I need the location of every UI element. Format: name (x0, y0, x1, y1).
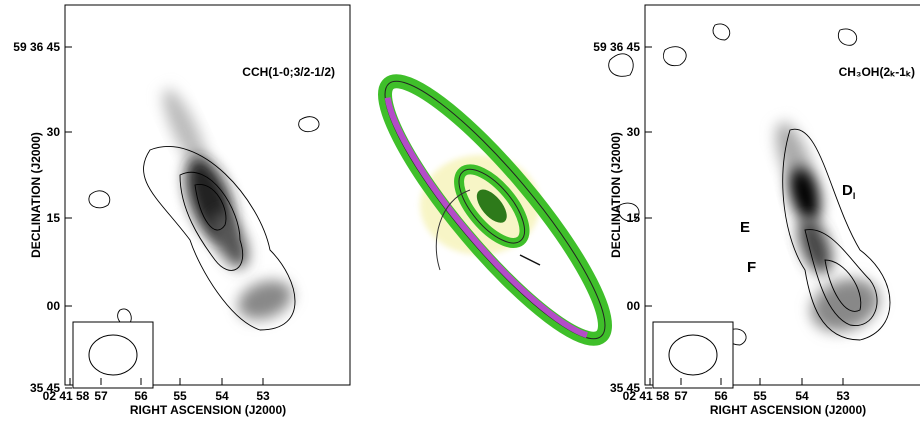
y-tick-label: 15 (627, 211, 641, 225)
y-tick-label: 00 (47, 299, 61, 313)
x-axis-label: RIGHT ASCENSION (J2000) (710, 403, 866, 417)
y-axis-label: DECLINATION (J2000) (609, 132, 623, 258)
x-tick-label: 55 (173, 389, 187, 403)
x-tick-label: 57 (94, 389, 108, 403)
region-label: E (740, 219, 750, 236)
region-letter: D (842, 182, 853, 199)
contour (663, 47, 686, 66)
y-tick-label: 59 36 45 (13, 40, 60, 54)
schematic (360, 59, 630, 361)
emission (233, 274, 298, 327)
contour (713, 24, 730, 40)
y-tick-label: 30 (627, 125, 641, 139)
y-tick-label: 59 36 45 (593, 40, 640, 54)
figure: CCH(1-0;3/2-1/2)59 36 4530150035 4502 41… (0, 0, 920, 428)
emission (804, 270, 887, 341)
region-letter: F (747, 259, 756, 276)
x-tick-label: 02 41 58 (623, 389, 670, 403)
x-tick-label: 56 (714, 389, 728, 403)
y-tick-label: 15 (47, 211, 61, 225)
x-tick-label: 02 41 58 (43, 389, 90, 403)
contour (609, 54, 634, 77)
x-tick-label: 53 (836, 389, 850, 403)
y-axis-label: DECLINATION (J2000) (29, 132, 43, 258)
x-axis-label: RIGHT ASCENSION (J2000) (130, 403, 286, 417)
x-tick-label: 57 (674, 389, 688, 403)
y-tick-label: 30 (47, 125, 61, 139)
panel-title: CCH(1-0;3/2-1/2) (242, 65, 335, 79)
x-tick-label: 54 (795, 389, 809, 403)
region-label: F (747, 259, 756, 276)
x-tick-label: 56 (134, 389, 148, 403)
region-subscript: I (853, 191, 856, 201)
contour (299, 117, 319, 132)
contour (89, 191, 110, 208)
x-tick-label: 55 (753, 389, 767, 403)
y-tick-label: 00 (627, 299, 641, 313)
panel-title: CH₃OH(2ₖ-1ₖ) (839, 65, 915, 79)
x-tick-label: 54 (215, 389, 229, 403)
region-letter: E (740, 219, 750, 236)
x-tick-label: 53 (256, 389, 270, 403)
contour (838, 29, 856, 45)
region-label: DI (842, 182, 855, 201)
